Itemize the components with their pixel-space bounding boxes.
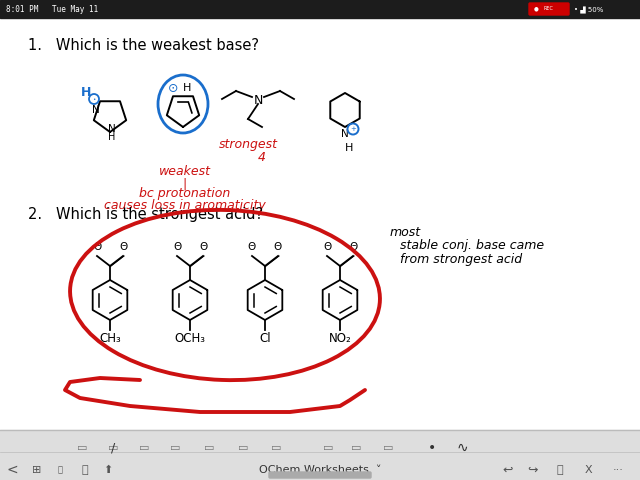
Text: ···: ··· <box>612 465 623 475</box>
Text: 2.   Which is the strongest acid?: 2. Which is the strongest acid? <box>28 207 263 222</box>
Text: Tue May 11: Tue May 11 <box>52 5 99 14</box>
Text: ∿: ∿ <box>456 441 468 455</box>
Text: ▭: ▭ <box>383 443 393 453</box>
Text: 🔍: 🔍 <box>58 466 63 475</box>
Text: ▭: ▭ <box>139 443 149 453</box>
Text: most: most <box>390 226 421 239</box>
Text: ▭: ▭ <box>323 443 333 453</box>
Text: Θ: Θ <box>173 242 181 252</box>
Text: • ▟ 50%: • ▟ 50% <box>574 6 604 13</box>
Bar <box>0 18 640 430</box>
Bar <box>0 430 640 480</box>
Text: |: | <box>183 177 187 190</box>
Text: 4: 4 <box>258 151 266 164</box>
Text: weaker  base  than: weaker base than <box>385 461 506 474</box>
Text: H: H <box>183 83 191 93</box>
Text: /: / <box>111 442 115 455</box>
Text: OCH₃: OCH₃ <box>175 332 205 345</box>
Text: OChem Worksheets  ˅: OChem Worksheets ˅ <box>259 465 381 475</box>
Text: H: H <box>108 132 116 142</box>
Text: CH₃: CH₃ <box>99 332 121 345</box>
Text: strongest: strongest <box>218 138 278 151</box>
Text: ▭: ▭ <box>351 443 361 453</box>
Text: ⬆: ⬆ <box>103 465 113 475</box>
Text: H: H <box>345 143 353 153</box>
Text: H: H <box>81 86 91 99</box>
Text: weakest: weakest <box>159 165 211 178</box>
Text: N: N <box>253 94 262 107</box>
Text: ▭: ▭ <box>170 443 180 453</box>
Text: N: N <box>341 129 349 139</box>
Text: REC: REC <box>543 7 553 12</box>
Text: bc protonation: bc protonation <box>140 187 230 200</box>
Text: ↪: ↪ <box>528 464 538 477</box>
Text: ⊙: ⊙ <box>168 82 179 95</box>
Text: N: N <box>108 124 116 134</box>
Text: Θ: Θ <box>119 242 127 252</box>
Text: ↩: ↩ <box>503 464 513 477</box>
Text: •aromatic  amine  is: •aromatic amine is <box>385 442 506 455</box>
Text: ⊞: ⊞ <box>32 465 42 475</box>
Text: 1.   Which is the weakest base?: 1. Which is the weakest base? <box>28 38 259 53</box>
Text: •: • <box>428 441 436 455</box>
Text: Θ: Θ <box>323 242 331 252</box>
Text: X: X <box>584 465 592 475</box>
Text: 8:01 PM: 8:01 PM <box>6 5 38 14</box>
Bar <box>0 0 640 18</box>
Text: causes loss in aromaticity: causes loss in aromaticity <box>104 199 266 212</box>
Text: ⬜: ⬜ <box>557 465 563 475</box>
Text: Θ: Θ <box>349 242 357 252</box>
Text: ⌗: ⌗ <box>82 465 88 475</box>
Text: NO₂: NO₂ <box>328 332 351 345</box>
Text: ▭: ▭ <box>237 443 248 453</box>
Text: N: N <box>92 105 100 115</box>
FancyBboxPatch shape <box>529 3 569 15</box>
Text: •: • <box>92 96 96 101</box>
FancyBboxPatch shape <box>269 472 371 478</box>
Text: ▭: ▭ <box>108 443 118 453</box>
Text: Θ: Θ <box>199 242 207 252</box>
Text: ▭: ▭ <box>77 443 87 453</box>
Text: Cl: Cl <box>259 332 271 345</box>
Text: Θ: Θ <box>248 242 256 252</box>
Text: stable conj. base came: stable conj. base came <box>400 239 544 252</box>
Text: <: < <box>6 463 18 477</box>
Text: ▭: ▭ <box>204 443 214 453</box>
Text: +: + <box>350 126 356 132</box>
Text: Θ: Θ <box>93 242 101 252</box>
Text: Θ: Θ <box>274 242 282 252</box>
Text: from strongest acid: from strongest acid <box>400 253 522 266</box>
Text: ▭: ▭ <box>271 443 281 453</box>
Text: ●: ● <box>534 7 539 12</box>
